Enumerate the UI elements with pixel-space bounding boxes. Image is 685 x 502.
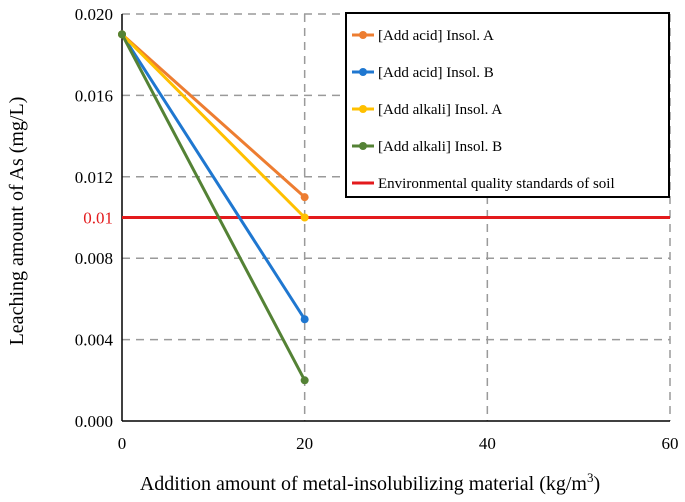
series-line-add-alkali-insol-b: [120, 33, 306, 382]
legend-marker-add-alkali-insol-a: [359, 105, 367, 113]
data-point-add-alkali-insol-b-1: [300, 376, 309, 385]
y-tick-label-5: 0.020: [75, 5, 113, 24]
y-tick-label-2: 0.008: [75, 249, 113, 268]
x-tick-label-2: 40: [479, 434, 496, 453]
y-tick-label-1: 0.004: [75, 331, 114, 350]
x-tick-label-0: 0: [118, 434, 127, 453]
x-axis-title-close: ): [593, 473, 600, 495]
y-tick-label-0: 0.000: [75, 412, 113, 431]
legend-marker-add-alkali-insol-b: [359, 142, 367, 150]
legend-label-environmental-quality-standards-of-soil: Environmental quality standards of soil: [378, 176, 615, 192]
reference-value-label: 0.01: [83, 209, 113, 228]
series-line-add-acid-insol-b: [120, 33, 306, 321]
legend-label-add-acid-insol-b: [Add acid] Insol. B: [378, 65, 494, 81]
data-point-add-alkali-insol-b-0: [118, 30, 126, 39]
legend-label-add-alkali-insol-a: [Add alkali] Insol. A: [378, 102, 502, 118]
data-point-add-alkali-insol-a-1: [300, 213, 309, 222]
y-tick-label-4: 0.016: [75, 86, 113, 105]
series-line-add-alkali-insol-a: [120, 33, 306, 219]
data-point-add-acid-insol-a-1: [300, 193, 309, 202]
x-axis-title-main: Addition amount of metal-insolubilizing …: [140, 473, 588, 495]
legend-box: [345, 12, 670, 198]
x-tick-label-1: 20: [296, 434, 313, 453]
legend-marker-add-acid-insol-a: [359, 31, 367, 39]
data-point-add-acid-insol-b-1: [300, 315, 309, 324]
series-group: [118, 30, 309, 385]
legend-marker-add-acid-insol-b: [359, 68, 367, 76]
legend: [Add acid] Insol. A [Add acid] Insol. B [A…: [345, 12, 670, 198]
tick-labels: 0.000 0.004 0.008 0.012 0.016 0.020 0 20 40 60 0.0…: [75, 5, 679, 453]
legend-label-add-alkali-insol-b: [Add alkali] Insol. B: [378, 139, 502, 155]
x-axis-title-sup: 3: [587, 470, 594, 485]
series-line-add-acid-insol-a: [121, 33, 306, 199]
x-axis-title: Addition amount of metal-insolubilizing …: [140, 470, 600, 495]
y-axis-title: Leaching amount of As (mg/L): [6, 97, 28, 346]
legend-label-add-acid-insol-a: [Add acid] Insol. A: [378, 28, 494, 44]
x-tick-label-3: 60: [662, 434, 679, 453]
y-tick-label-3: 0.012: [75, 168, 113, 187]
